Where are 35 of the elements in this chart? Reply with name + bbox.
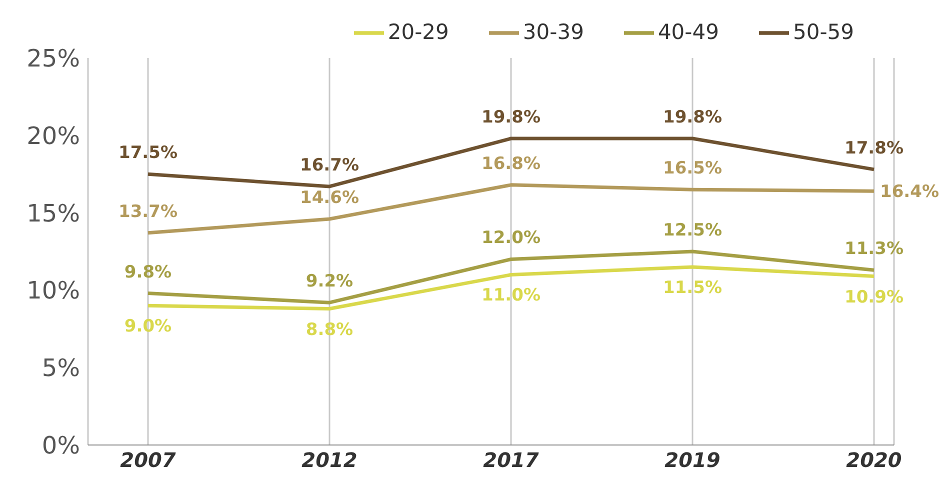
data-label: 19.8% bbox=[482, 107, 540, 128]
x-tick-label: 2020 bbox=[846, 448, 902, 472]
data-label: 9.8% bbox=[124, 262, 172, 282]
x-tick-label: 2019 bbox=[664, 448, 720, 472]
data-label: 9.2% bbox=[306, 272, 354, 292]
legend-label: 30-39 bbox=[522, 20, 584, 44]
data-label: 16.5% bbox=[663, 158, 722, 179]
legend-label: 20-29 bbox=[388, 20, 449, 44]
y-tick-label: 5% bbox=[42, 354, 80, 382]
x-tick-label: 2007 bbox=[120, 448, 176, 472]
data-label: 9.0% bbox=[124, 316, 172, 337]
y-tick-label: 0% bbox=[42, 432, 80, 460]
legend-label: 40-49 bbox=[658, 20, 719, 44]
x-tick-label: 2017 bbox=[483, 448, 539, 472]
data-label: 11.0% bbox=[482, 286, 540, 306]
data-label: 12.5% bbox=[663, 220, 722, 240]
data-label: 11.3% bbox=[844, 239, 904, 260]
data-label: 16.4% bbox=[880, 182, 939, 202]
data-label: 8.8% bbox=[306, 320, 354, 340]
y-tick-label: 15% bbox=[26, 199, 80, 228]
data-label: 13.7% bbox=[118, 202, 178, 222]
x-tick-label: 2012 bbox=[302, 448, 358, 472]
data-label: 19.8% bbox=[663, 107, 722, 128]
y-tick-label: 10% bbox=[26, 276, 80, 305]
data-label: 10.9% bbox=[844, 287, 904, 308]
data-label: 11.5% bbox=[663, 278, 722, 298]
data-label: 14.6% bbox=[300, 188, 359, 208]
data-label: 16.8% bbox=[482, 154, 540, 174]
legend-label: 50-59 bbox=[792, 20, 854, 44]
data-label: 17.8% bbox=[844, 138, 904, 158]
y-tick-label: 25% bbox=[26, 44, 80, 73]
data-label: 17.5% bbox=[118, 143, 178, 164]
data-label: 16.7% bbox=[300, 155, 359, 176]
y-tick-label: 20% bbox=[26, 122, 80, 150]
data-label: 12.0% bbox=[482, 228, 540, 248]
